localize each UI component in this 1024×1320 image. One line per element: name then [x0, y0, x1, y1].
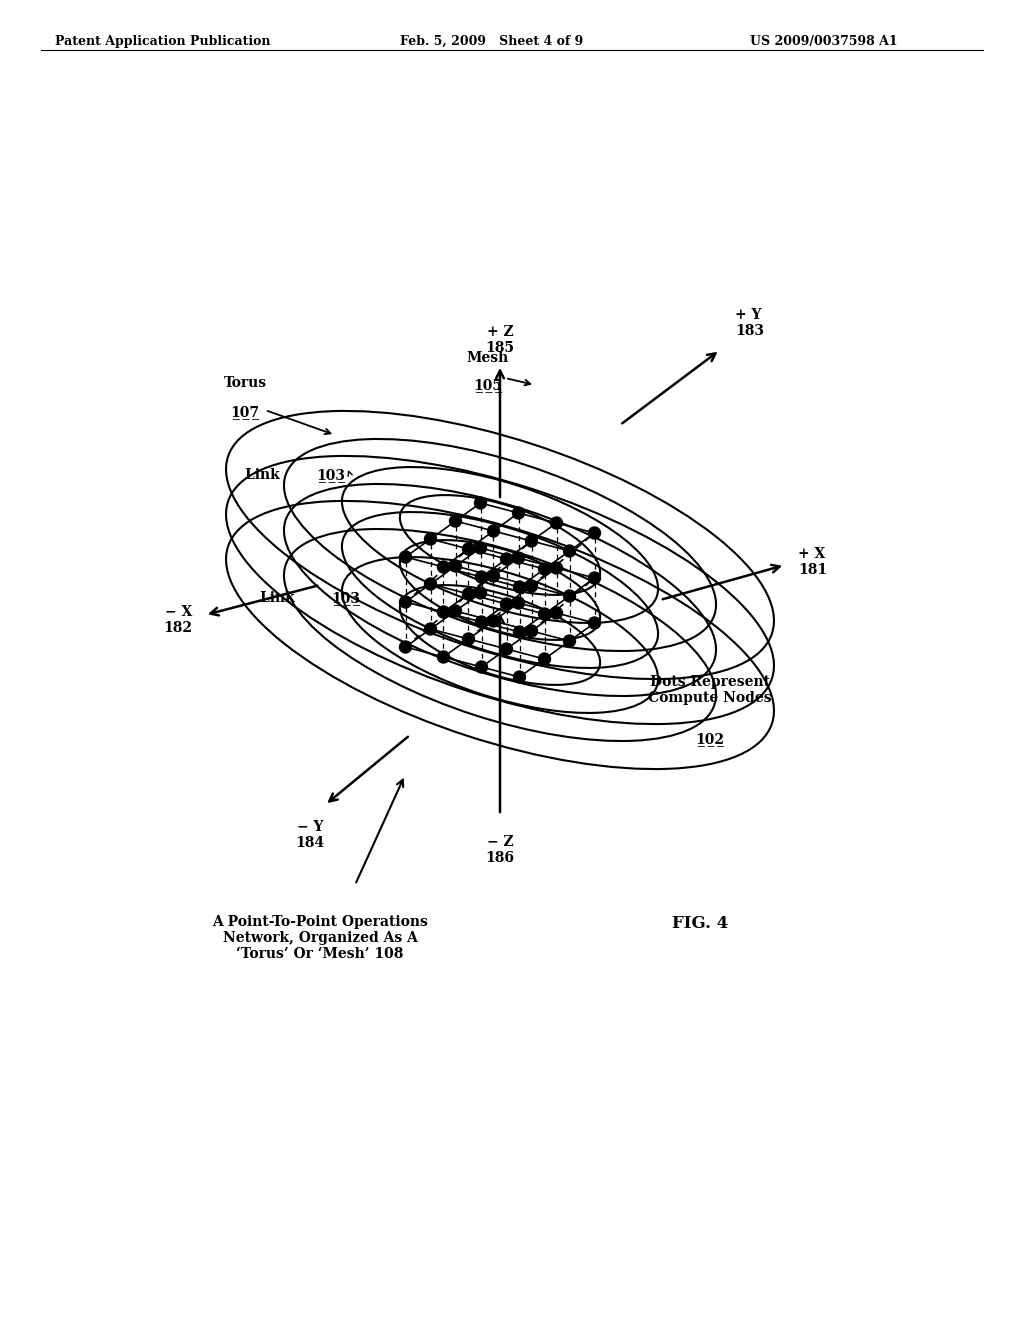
- Circle shape: [450, 560, 462, 572]
- Text: + Y
183: + Y 183: [735, 308, 764, 338]
- Text: Torus: Torus: [223, 376, 266, 389]
- Circle shape: [512, 507, 524, 519]
- Circle shape: [551, 607, 562, 619]
- Circle shape: [450, 605, 462, 616]
- Text: 1̲0̲5̲: 1̲0̲5̲: [473, 378, 503, 392]
- Circle shape: [437, 606, 450, 618]
- Circle shape: [513, 671, 525, 682]
- Text: 1̲0̲7̲: 1̲0̲7̲: [230, 405, 259, 418]
- Circle shape: [539, 609, 551, 620]
- Circle shape: [525, 624, 538, 638]
- Text: 1̲0̲3̲: 1̲0̲3̲: [316, 469, 345, 482]
- Circle shape: [437, 561, 450, 573]
- Text: Patent Application Publication: Patent Application Publication: [55, 36, 270, 48]
- Circle shape: [487, 570, 500, 582]
- Circle shape: [525, 579, 538, 591]
- Circle shape: [474, 543, 486, 554]
- Text: 1̲0̲2̲: 1̲0̲2̲: [695, 733, 725, 746]
- Circle shape: [475, 661, 487, 673]
- Circle shape: [563, 545, 575, 557]
- Circle shape: [589, 572, 600, 583]
- Circle shape: [437, 651, 450, 663]
- Circle shape: [563, 635, 575, 647]
- Text: Feb. 5, 2009   Sheet 4 of 9: Feb. 5, 2009 Sheet 4 of 9: [400, 36, 584, 48]
- Circle shape: [463, 587, 474, 601]
- Circle shape: [399, 642, 412, 653]
- Text: + X
181: + X 181: [798, 546, 827, 577]
- Circle shape: [475, 616, 487, 628]
- Text: 1̲0̲3̲: 1̲0̲3̲: [331, 591, 360, 605]
- Circle shape: [563, 590, 575, 602]
- Circle shape: [501, 598, 512, 610]
- Circle shape: [512, 552, 524, 564]
- Text: FIG. 4: FIG. 4: [672, 915, 728, 932]
- Circle shape: [399, 597, 412, 609]
- Text: Dots Represent
Compute Nodes: Dots Represent Compute Nodes: [648, 675, 772, 705]
- Circle shape: [501, 643, 512, 655]
- Circle shape: [512, 597, 524, 609]
- Circle shape: [539, 653, 551, 665]
- Text: A Point-To-Point Operations
Network, Organized As A
‘Torus’ Or ‘Mesh’ 108: A Point-To-Point Operations Network, Org…: [212, 915, 428, 961]
- Circle shape: [475, 572, 487, 583]
- Circle shape: [474, 587, 486, 599]
- Circle shape: [399, 550, 412, 564]
- Circle shape: [551, 517, 562, 529]
- Text: Link: Link: [246, 469, 285, 482]
- Circle shape: [539, 564, 551, 576]
- Text: Link: Link: [260, 591, 300, 605]
- Circle shape: [487, 525, 500, 537]
- Circle shape: [501, 553, 512, 565]
- Text: − Y
184: − Y 184: [296, 820, 325, 850]
- Text: US 2009/0037598 A1: US 2009/0037598 A1: [750, 36, 898, 48]
- Circle shape: [513, 626, 525, 638]
- Circle shape: [425, 623, 436, 635]
- Text: + Z
185: + Z 185: [485, 325, 514, 355]
- Circle shape: [463, 634, 474, 645]
- Circle shape: [589, 527, 600, 539]
- Text: Mesh: Mesh: [467, 351, 509, 366]
- Circle shape: [425, 578, 436, 590]
- Circle shape: [487, 615, 500, 627]
- Circle shape: [525, 535, 538, 546]
- Circle shape: [474, 498, 486, 510]
- Text: − Z
186: − Z 186: [485, 836, 514, 865]
- Circle shape: [589, 616, 600, 630]
- Circle shape: [463, 543, 474, 554]
- Circle shape: [513, 581, 525, 593]
- Circle shape: [425, 533, 436, 545]
- Text: − X
182: − X 182: [163, 605, 193, 635]
- Circle shape: [551, 562, 562, 574]
- Circle shape: [450, 515, 462, 527]
